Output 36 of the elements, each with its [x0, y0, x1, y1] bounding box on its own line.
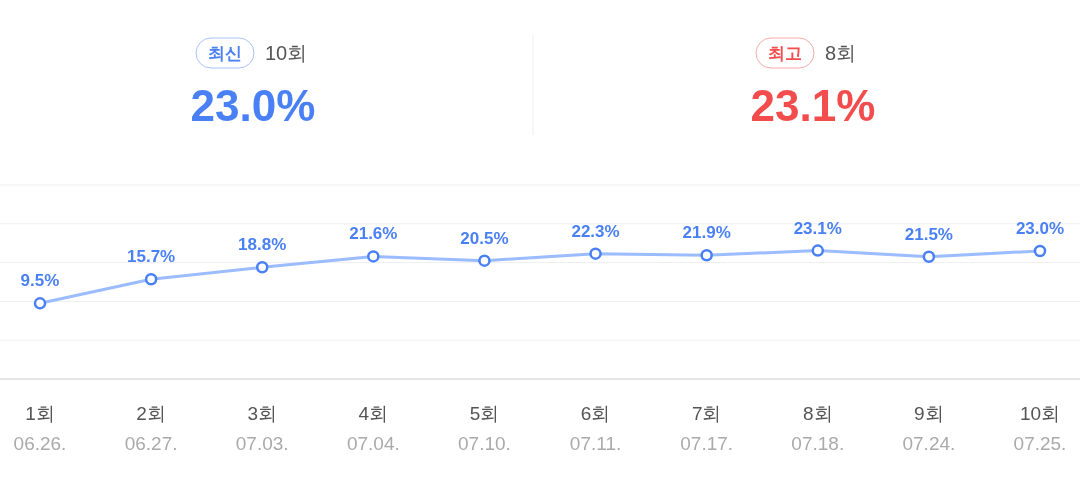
- text: %: [160, 247, 176, 267]
- data-label: 15.7: [127, 247, 161, 267]
- data-label: 18.8: [238, 235, 272, 255]
- data-label: 20.5: [460, 228, 494, 248]
- text: 최신: [208, 44, 242, 63]
- data-label: 22.3: [571, 221, 605, 241]
- x-tick-label: 8회 07.18.: [791, 403, 845, 454]
- x-tick-label: 1회 06.26.: [13, 403, 67, 454]
- x-tick-label: 10회 07.25.: [1013, 403, 1067, 454]
- data-label: 9.5: [20, 271, 45, 291]
- text: %: [44, 271, 60, 291]
- text: 23.1%: [750, 81, 876, 130]
- data-label: 21.9: [682, 223, 716, 243]
- x-tick-label: 3회 07.03.: [235, 403, 289, 454]
- data-label: 21.5: [904, 224, 938, 244]
- text: 8회: [825, 42, 857, 64]
- data-label: 23: [1015, 218, 1035, 238]
- x-tick-label: 6회 07.11.: [569, 403, 622, 454]
- text: %: [493, 228, 509, 248]
- text: .0%: [1034, 218, 1065, 238]
- text: %: [826, 218, 842, 238]
- x-tick-label: 9회 07.24.: [902, 403, 956, 454]
- text: 10회: [265, 42, 308, 64]
- x-tick-label: 5회 07.10.: [458, 403, 511, 454]
- x-tick-label: 2회 06.27.: [124, 403, 178, 454]
- text: %: [937, 224, 953, 244]
- text: 최고: [768, 44, 802, 63]
- data-label: 21.6: [349, 224, 383, 244]
- data-label: 23.1: [793, 218, 827, 238]
- text: %: [604, 221, 620, 241]
- text: 23.0%: [190, 81, 316, 130]
- text: %: [382, 224, 398, 244]
- x-tick-label: 4회 07.04.: [346, 403, 400, 454]
- text: %: [715, 223, 731, 243]
- text: %: [271, 235, 287, 255]
- x-tick-label: 7회 07.17.: [680, 403, 734, 454]
